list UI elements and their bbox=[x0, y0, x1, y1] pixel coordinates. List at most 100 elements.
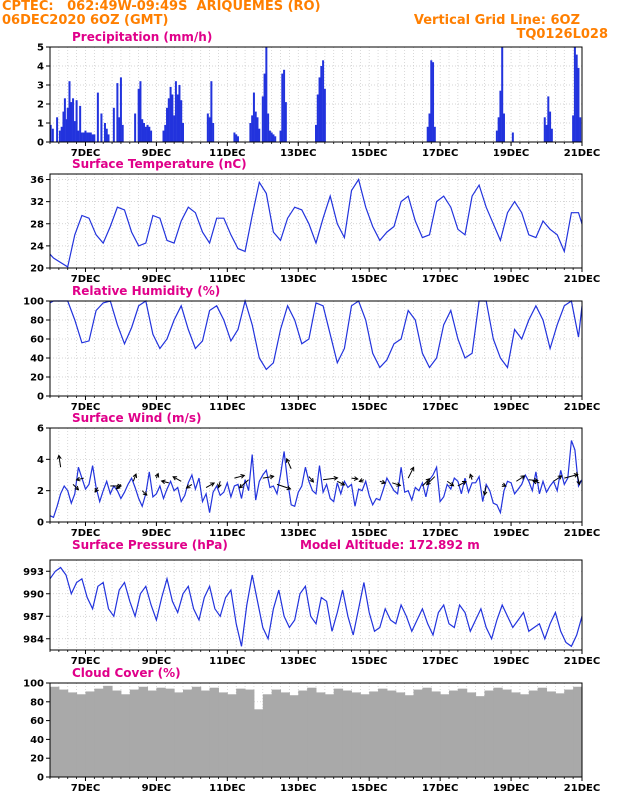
wind-vector-head bbox=[381, 479, 387, 485]
precip-bar bbox=[265, 47, 268, 142]
precip-bar bbox=[176, 94, 179, 142]
pressure-xtick-label: 13DEC bbox=[280, 656, 316, 667]
precip-bar bbox=[261, 96, 264, 142]
precip-bar bbox=[139, 81, 142, 142]
cloud-bar bbox=[404, 695, 415, 777]
temp-xtick-label: 17DEC bbox=[422, 274, 458, 285]
wind-vector bbox=[457, 481, 467, 487]
temp-xtick-label: 13DEC bbox=[280, 274, 316, 285]
precip-bar bbox=[77, 130, 80, 142]
precip-bar bbox=[88, 132, 91, 142]
temp-xtick-label: 7DEC bbox=[71, 274, 100, 285]
cloud-bar bbox=[457, 688, 468, 777]
precip-bar bbox=[511, 132, 514, 142]
wind-vector bbox=[276, 483, 291, 490]
wind-vector-head bbox=[142, 491, 148, 496]
wind-vector bbox=[262, 475, 274, 479]
cloud-bar bbox=[271, 689, 282, 777]
wind-vector bbox=[286, 458, 292, 469]
cloud-bar bbox=[555, 693, 565, 777]
wind-vector-head bbox=[238, 483, 244, 489]
wind-vector-head bbox=[576, 480, 581, 486]
cloud-bar bbox=[85, 691, 95, 777]
wind-ytick-label: 4 bbox=[37, 455, 44, 466]
precip-bar bbox=[497, 117, 500, 142]
precip-bar bbox=[107, 134, 110, 142]
precip-bar bbox=[178, 85, 181, 142]
wind-vector bbox=[186, 483, 193, 489]
cloud-bar bbox=[546, 691, 556, 777]
cloud-bar bbox=[156, 687, 166, 777]
cloud-bar bbox=[466, 692, 477, 777]
precip-bar bbox=[148, 126, 151, 142]
precip-bar bbox=[284, 102, 287, 142]
precip-bar bbox=[236, 136, 239, 142]
cloud-bar bbox=[511, 692, 521, 777]
cloud-bar bbox=[564, 689, 574, 777]
cloud-xtick-label: 21DEC bbox=[564, 783, 600, 794]
precip-bar bbox=[545, 124, 548, 142]
wind-ytick-label: 0 bbox=[37, 518, 44, 529]
temp-title: Surface Temperature (nC) bbox=[72, 157, 247, 171]
wind-ytick-label: 2 bbox=[37, 486, 44, 497]
wind-vector-head bbox=[520, 475, 526, 480]
temp-xtick-label: 15DEC bbox=[351, 274, 387, 285]
rh-xtick-label: 17DEC bbox=[422, 402, 458, 413]
precip-title: Precipitation (mm/h) bbox=[72, 30, 212, 44]
precip-bar bbox=[233, 132, 236, 142]
wind-vector-head bbox=[501, 482, 507, 487]
cloud-bar bbox=[129, 689, 140, 777]
precip-bar bbox=[543, 117, 546, 142]
precip-bar bbox=[258, 128, 261, 142]
rh-xtick-label: 19DEC bbox=[493, 402, 529, 413]
wind-vector-head bbox=[482, 490, 488, 496]
cloud-bar bbox=[440, 694, 450, 777]
wind-vector bbox=[132, 473, 137, 482]
precip-bar bbox=[263, 73, 266, 142]
precip-bar bbox=[171, 94, 174, 142]
precip-bar bbox=[433, 126, 436, 142]
rh-xtick-label: 11DEC bbox=[209, 402, 245, 413]
cloud-xtick-label: 19DEC bbox=[493, 783, 529, 794]
precip-bar bbox=[432, 62, 435, 143]
precip-bar bbox=[575, 54, 578, 142]
wind-vector bbox=[533, 480, 540, 484]
wind-vector bbox=[564, 474, 578, 479]
wind-xtick-label: 19DEC bbox=[493, 528, 529, 539]
rh-ytick-label: 80 bbox=[30, 316, 44, 327]
cloud-bar bbox=[147, 690, 157, 777]
cloud-bar bbox=[253, 709, 264, 777]
pressure-xtick-label: 15DEC bbox=[351, 656, 387, 667]
wind-xtick-label: 7DEC bbox=[71, 528, 100, 539]
wind-title: Surface Wind (m/s) bbox=[72, 411, 202, 425]
precip-bar bbox=[96, 92, 99, 142]
cloud-ytick-label: 20 bbox=[30, 754, 44, 765]
cloud-bar bbox=[493, 687, 503, 777]
pressure-xtick-label: 7DEC bbox=[71, 656, 100, 667]
precip-bar bbox=[430, 60, 433, 142]
cloud-bar bbox=[431, 691, 441, 777]
wind-vector-head bbox=[461, 480, 467, 486]
wind-xtick-label: 9DEC bbox=[142, 528, 171, 539]
precip-xtick-label: 15DEC bbox=[351, 148, 387, 159]
wind-xtick-label: 13DEC bbox=[280, 528, 316, 539]
wind-vector bbox=[234, 474, 245, 479]
precip-bar bbox=[51, 128, 54, 142]
temp-ytick-label: 32 bbox=[30, 197, 44, 208]
precip-bar bbox=[279, 130, 282, 142]
wind-vector bbox=[239, 479, 249, 489]
precip-bar bbox=[141, 119, 144, 142]
precip-bar bbox=[121, 124, 124, 142]
rh-xtick-label: 13DEC bbox=[280, 402, 316, 413]
precip-bar bbox=[579, 117, 582, 142]
pressure-ytick-label: 993 bbox=[23, 567, 44, 578]
precip-bar bbox=[142, 123, 145, 142]
cloud-bar bbox=[342, 690, 352, 777]
wind-vector-head bbox=[217, 483, 222, 489]
precip-bar bbox=[252, 92, 255, 142]
precip-bar bbox=[91, 134, 94, 142]
pressure-subtitle: Model Altitude: 172.892 m bbox=[300, 538, 480, 552]
cloud-bar bbox=[174, 692, 184, 777]
wind-vector-head bbox=[340, 481, 346, 486]
temp-ytick-label: 36 bbox=[30, 175, 44, 186]
